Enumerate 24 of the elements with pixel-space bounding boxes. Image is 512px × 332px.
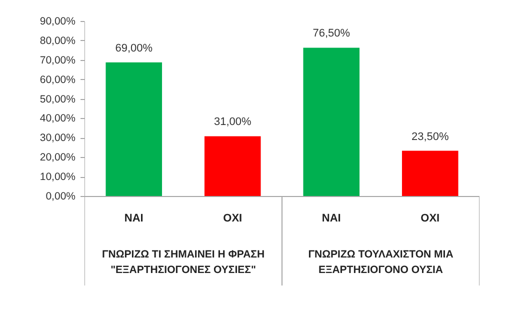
data-label: 69,00% (115, 42, 153, 54)
x-tick-label: ΝΑΙ (124, 212, 144, 224)
x-tick-label: ΟΧΙ (223, 212, 242, 224)
data-label: 23,50% (411, 130, 449, 143)
bar (402, 150, 458, 196)
text: ΓΝΩΡΙΖΩ ΤΟΥΛΑΧΙΣΤΟΝ ΜΙΑ ΕΞΑΡΤΗΣΙΟΓΟΝΟ ΟΥΣΙΑ (308, 248, 454, 276)
y-tick-label: 90,00% (40, 16, 76, 28)
y-tick-label: 50,00% (40, 93, 76, 106)
x-tick-label: ΝΑΙ (322, 212, 341, 224)
y-tick-label: 20,00% (40, 152, 76, 164)
text: ΓΝΩΡΙΖΩ ΤΙ ΣΗΜΑΙΝΕΙ Η ΦΡΑΣΗ "ΕΞΑΡΤΗΣΙΟΓΟΝΕΣ ΟΥΣΙΕΣ" (102, 248, 265, 276)
y-tick-label: 30,00% (40, 132, 76, 144)
data-label: 31,00% (214, 116, 252, 128)
bar (303, 48, 360, 196)
data-label: 76,50% (312, 28, 350, 40)
bar (106, 62, 162, 196)
y-tick-label: 10,00% (40, 171, 76, 184)
y-tick-label: 80,00% (40, 34, 76, 47)
y-tick-label: 40,00% (40, 112, 76, 125)
bar (204, 136, 261, 196)
x-tick-label: ΟΧΙ (420, 212, 440, 224)
y-tick-label: 60,00% (40, 74, 76, 86)
y-tick-label: 70,00% (40, 54, 76, 66)
y-tick-label: 0,00% (46, 190, 76, 202)
